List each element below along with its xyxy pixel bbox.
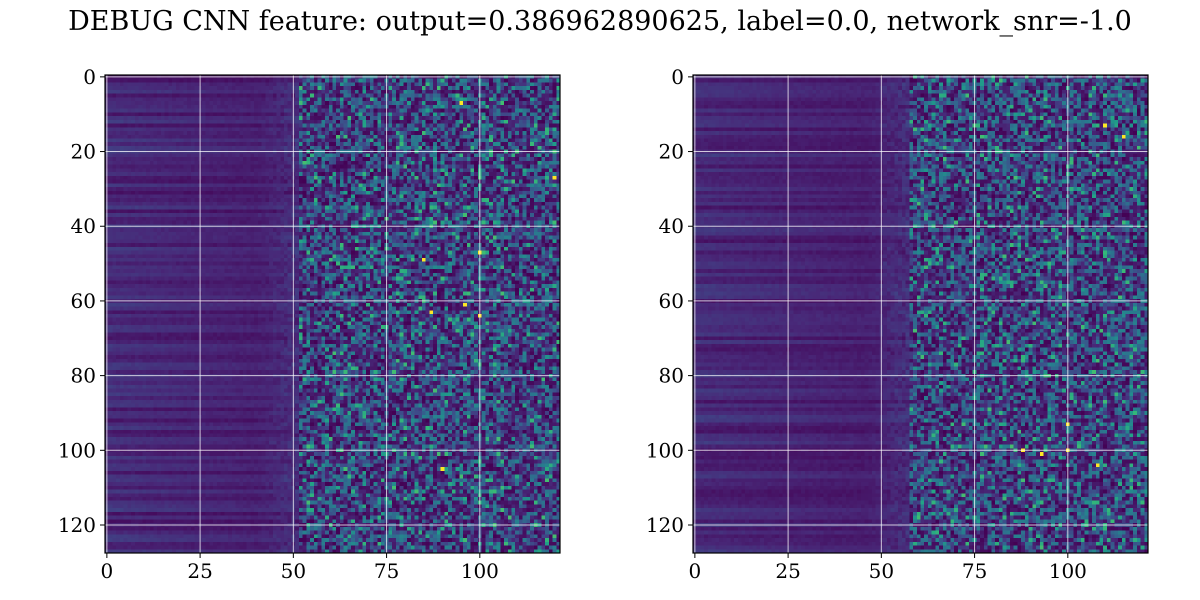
x-tick-label: 100 [1049, 559, 1087, 583]
y-tick-label: 20 [659, 140, 684, 164]
figure-title: DEBUG CNN feature: output=0.386962890625… [68, 6, 1132, 37]
x-tick-label: 0 [688, 559, 701, 583]
ticks: 0 25 50 75 100 0 20 40 60 80 100 120 [646, 65, 1087, 583]
heatmap-left [105, 75, 560, 553]
axes-frame [104, 74, 561, 554]
x-tick-label: 25 [187, 559, 212, 583]
y-tick-label: 120 [646, 513, 684, 537]
axes-frame [692, 74, 1149, 554]
gridlines [693, 75, 1148, 553]
heatmap-cells [105, 75, 560, 553]
x-tick-label: 100 [461, 559, 499, 583]
y-tick-label: 0 [83, 65, 96, 89]
x-tick-label: 0 [100, 559, 113, 583]
y-tick-label: 40 [71, 214, 96, 238]
heatmap-cells [693, 75, 1148, 553]
y-tick-label: 60 [659, 289, 684, 313]
y-tick-label: 20 [71, 140, 96, 164]
x-tick-label: 25 [775, 559, 800, 583]
y-tick-label: 0 [671, 65, 684, 89]
ticks: 0 25 50 75 100 0 20 40 60 80 100 120 [58, 65, 499, 583]
y-tick-label: 100 [646, 438, 684, 462]
x-tick-label: 50 [281, 559, 306, 583]
y-tick-label: 80 [659, 364, 684, 388]
x-tick-label: 75 [962, 559, 987, 583]
y-tick-label: 120 [58, 513, 96, 537]
x-tick-label: 50 [869, 559, 894, 583]
y-tick-label: 40 [659, 214, 684, 238]
y-tick-label: 80 [71, 364, 96, 388]
gridlines [105, 75, 560, 553]
x-tick-label: 75 [374, 559, 399, 583]
y-tick-label: 100 [58, 438, 96, 462]
heatmap-right [693, 75, 1148, 553]
y-tick-label: 60 [71, 289, 96, 313]
